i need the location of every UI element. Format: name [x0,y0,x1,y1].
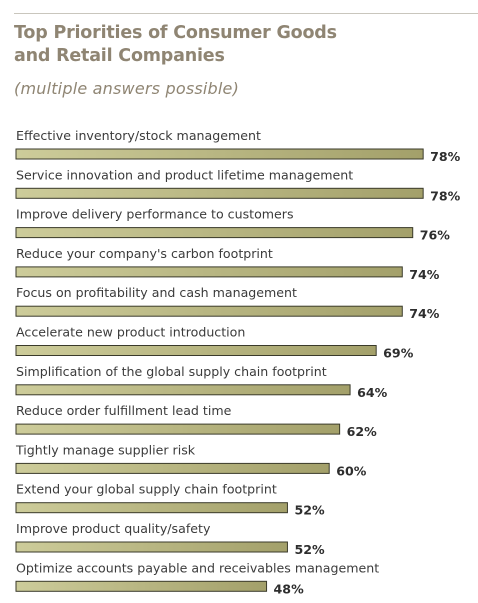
value-label: 52% [294,542,325,557]
chart-title: Top Priorities of Consumer Goods and Ret… [14,23,337,66]
bar [15,148,424,160]
bar [15,423,341,435]
value-label: 52% [294,503,325,518]
value-label: 76% [420,228,451,243]
bar [15,541,288,553]
value-label: 78% [430,188,461,203]
category-label: Improve product quality/safety [16,521,211,536]
top-divider [14,13,478,14]
category-label: Effective inventory/stock management [16,128,261,143]
category-label: Extend your global supply chain footprin… [16,482,277,497]
bar [15,266,403,278]
bars-layer: Effective inventory/stock management 78% S… [15,128,461,596]
value-label: 60% [336,463,367,478]
category-label: Tightly manage supplier risk [15,442,196,457]
value-label: 64% [357,385,388,400]
bar [15,227,414,239]
category-label: Focus on profitability and cash manageme… [16,285,297,300]
chart-subtitle: (multiple answers possible) [14,79,240,98]
category-label: Service innovation and product lifetime … [16,167,353,182]
bar [15,305,403,317]
category-label: Accelerate new product introduction [16,325,245,340]
category-label: Improve delivery performance to customer… [16,207,294,222]
value-label: 69% [383,346,414,361]
category-label: Reduce your company's carbon footprint [16,246,273,261]
category-label: Simplification of the global supply chai… [16,364,327,379]
value-label: 78% [430,149,461,164]
bar [15,384,351,396]
bar [15,502,288,514]
bar [15,345,377,356]
value-label: 74% [409,267,440,282]
value-label: 62% [347,424,378,439]
category-label: Optimize accounts payable and receivable… [16,560,379,575]
bar [15,462,330,474]
bar [15,187,424,199]
category-label: Reduce order fulfillment lead time [16,403,232,418]
value-label: 48% [274,581,305,596]
bar [15,580,268,592]
value-label: 74% [409,306,440,321]
